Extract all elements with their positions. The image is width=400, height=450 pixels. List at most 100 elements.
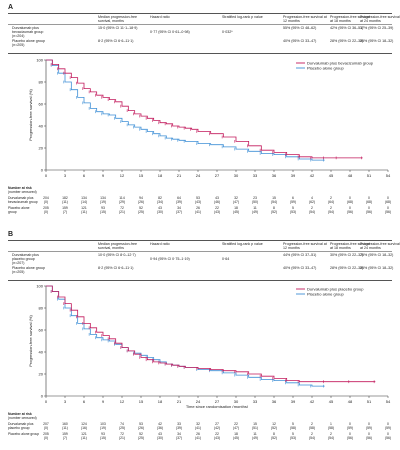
- risk-count: 12: [272, 422, 276, 426]
- risk-censored: (59): [365, 426, 373, 430]
- table-group-label-line: placebo group: [12, 257, 35, 262]
- risk-censored: (56): [384, 436, 392, 440]
- legend-label: Durvalumab plus bevacizumab group: [307, 60, 374, 65]
- table-cell-pfs18: 30% (95% CI 22–37): [330, 253, 364, 257]
- x-tick-label: 0: [45, 173, 48, 178]
- risk-censored: (54): [327, 436, 335, 440]
- table-header-4: Progression-free survival at 18 months: [330, 15, 370, 24]
- x-tick-label: 15: [139, 399, 144, 404]
- table-group-label-line: (n=207): [12, 261, 25, 266]
- table-cell-hr: 0·77 (95% CI 0·61–0·98): [150, 30, 190, 34]
- risk-count: 2: [330, 432, 332, 436]
- km-curve-placebo: [46, 59, 325, 161]
- x-tick-label: 36: [272, 173, 277, 178]
- risk-censored: (30): [156, 436, 164, 440]
- x-tick-label: 51: [367, 173, 372, 178]
- risk-count: 134: [81, 196, 87, 200]
- x-tick-label: 30: [234, 399, 239, 404]
- table-group-label-line: bevacizumab group: [12, 30, 44, 35]
- risk-censored: (21): [118, 436, 126, 440]
- risk-subtitle: (number censored): [8, 416, 37, 420]
- risk-censored: (53): [289, 210, 297, 214]
- risk-count: 205: [43, 206, 49, 210]
- table-group-label-line: Durvalumab plus: [12, 253, 39, 257]
- risk-count: 0: [349, 196, 351, 200]
- y-tick-label: 80: [39, 79, 44, 84]
- risk-count: 4: [311, 196, 313, 200]
- risk-censored: (68): [365, 200, 373, 204]
- x-tick-label: 12: [120, 399, 125, 404]
- risk-count: 0: [387, 196, 389, 200]
- risk-censored: (53): [289, 436, 297, 440]
- risk-count: 2: [311, 432, 313, 436]
- risk-censored: (56): [346, 436, 354, 440]
- km-curve-placebo: [46, 285, 325, 387]
- risk-count: 8: [273, 206, 275, 210]
- y-tick-label: 40: [39, 349, 44, 354]
- x-tick-label: 27: [215, 173, 220, 178]
- table-header-3: Progression-free survival at 12 months: [283, 242, 327, 251]
- table-bottom-rule: [8, 280, 392, 281]
- x-tick-label: 51: [367, 399, 372, 404]
- risk-count: 34: [177, 432, 181, 436]
- x-tick-label: 6: [83, 173, 86, 178]
- risk-count: 159: [62, 432, 68, 436]
- risk-censored: (43): [213, 210, 221, 214]
- risk-count: 159: [62, 206, 68, 210]
- legend-label: Placebo alone group: [307, 65, 344, 70]
- risk-count: 27: [215, 422, 219, 426]
- risk-count: 34: [177, 206, 181, 210]
- x-tick-label: 18: [158, 173, 163, 178]
- x-tick-label: 21: [177, 399, 182, 404]
- table-group-label-line: (n=205): [12, 43, 25, 48]
- legend-label: Durvalumab plus placebo group: [307, 286, 364, 291]
- risk-count: 0: [368, 196, 370, 200]
- risk-censored: (49): [251, 436, 259, 440]
- risk-censored: (11): [62, 426, 68, 430]
- table-header-0: Median progression-free survival, months: [98, 15, 137, 24]
- risk-censored: (54): [327, 210, 335, 214]
- table-cell-median: 8·2 (95% CI 6·6–11·1): [98, 266, 134, 270]
- risk-censored: (45): [232, 436, 240, 440]
- risk-count: 8: [273, 432, 275, 436]
- x-tick-label: 30: [234, 173, 239, 178]
- risk-count: 94: [139, 196, 143, 200]
- panel-a-letter: A: [8, 4, 14, 11]
- table-cell-hr: 0·94 (95% CI 0·75–1·19): [150, 257, 190, 261]
- table-cell-pfs18: 28% (95% CI 22–35): [330, 266, 364, 270]
- risk-censored: (25): [137, 436, 145, 440]
- risk-row-name: Placebo alone: [8, 206, 30, 210]
- panel-b-letter: B: [8, 231, 14, 238]
- table-top-rule: [8, 240, 392, 241]
- risk-count: 121: [81, 206, 87, 210]
- table-header-4: Progression-free survival at 18 months: [330, 242, 370, 251]
- risk-censored: (26): [137, 426, 145, 430]
- y-axis-label: Progression-free survival (%): [28, 89, 33, 141]
- risk-censored: (16): [80, 426, 88, 430]
- risk-count: 32: [196, 422, 200, 426]
- table-header-2: Stratified log-rank p value: [222, 242, 263, 246]
- risk-censored: (0): [43, 436, 49, 440]
- risk-censored: (62): [308, 200, 316, 204]
- table-cell-pfs18: 42% (95% CI 36–51): [330, 26, 364, 30]
- y-tick-label: 0: [41, 167, 44, 172]
- risk-count: 0: [349, 206, 351, 210]
- risk-count: 52: [139, 206, 143, 210]
- risk-count: 11: [253, 432, 257, 436]
- risk-count: 43: [158, 206, 162, 210]
- risk-censored: (59): [346, 426, 354, 430]
- risk-count: 43: [215, 196, 219, 200]
- risk-count: 5: [292, 432, 294, 436]
- risk-censored: (0): [43, 426, 49, 430]
- risk-count: 32: [234, 196, 238, 200]
- risk-censored: (21): [118, 210, 126, 214]
- table-group-label-line: Placebo alone group: [12, 39, 45, 43]
- risk-count: 0: [349, 432, 351, 436]
- risk-count: 93: [101, 432, 105, 436]
- risk-count: 26: [196, 206, 200, 210]
- x-tick-label: 9: [102, 173, 105, 178]
- risk-censored: (25): [137, 210, 145, 214]
- risk-censored: (56): [365, 436, 373, 440]
- table-cell-pfs12: 40% (95% CI 33–47): [283, 266, 317, 270]
- risk-censored: (54): [308, 210, 316, 214]
